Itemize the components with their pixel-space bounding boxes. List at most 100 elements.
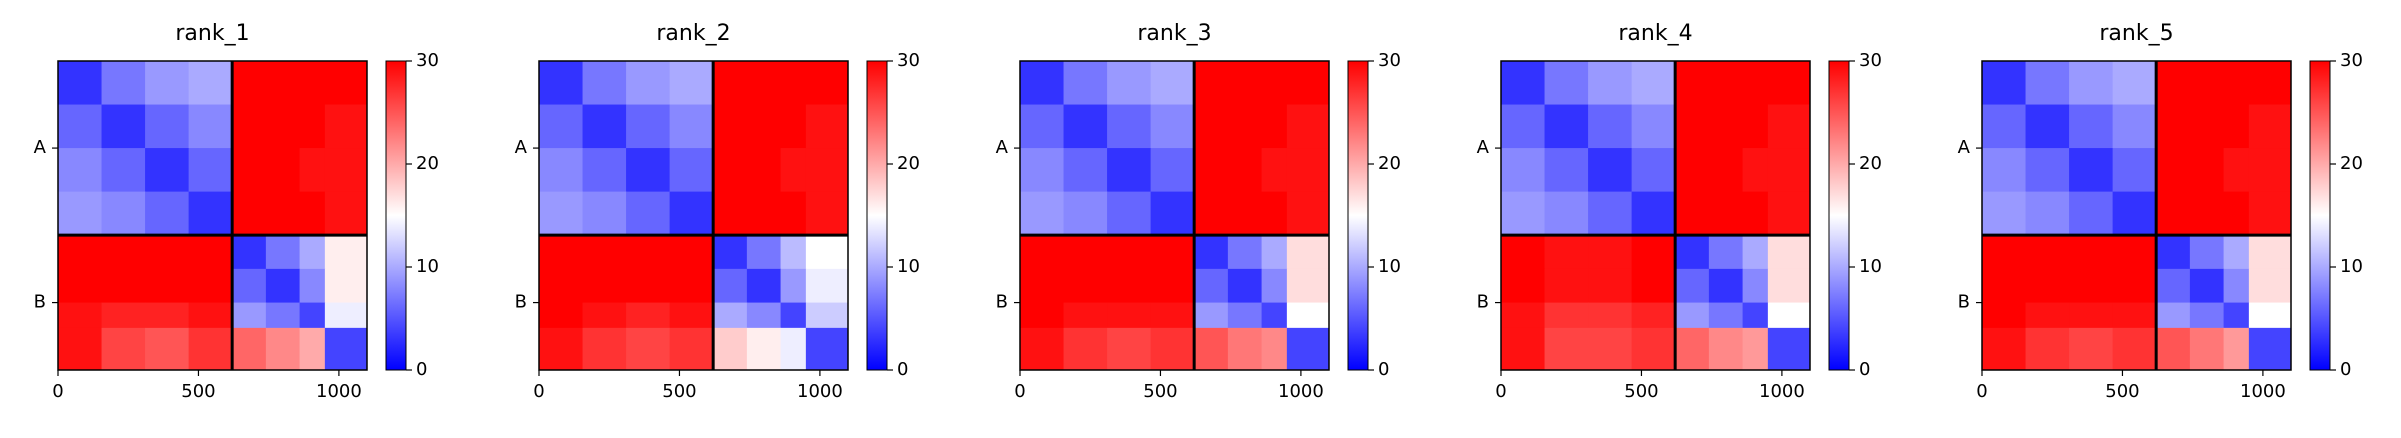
heatmap-cell bbox=[2069, 268, 2114, 304]
heatmap-cell bbox=[1631, 302, 1676, 329]
heatmap-cell bbox=[1588, 235, 1633, 270]
heatmap-cell bbox=[1261, 327, 1288, 371]
heatmap-cell bbox=[1675, 235, 1710, 270]
heatmap-cell bbox=[1150, 302, 1195, 329]
heatmap-cell bbox=[805, 61, 849, 106]
chart-title: rank_4 bbox=[1618, 21, 1692, 46]
heatmap-cell bbox=[1544, 148, 1589, 193]
heatmap-cell bbox=[1675, 148, 1710, 193]
heatmap-cell bbox=[713, 191, 748, 236]
heatmap-cell bbox=[1194, 148, 1229, 193]
colorbar-tick-label: 0 bbox=[416, 359, 427, 380]
colorbar-tick-label: 10 bbox=[1378, 256, 1401, 277]
heatmap-cell bbox=[324, 61, 368, 106]
axes-frame bbox=[1019, 60, 1330, 371]
heatmap-cell bbox=[1631, 148, 1676, 193]
heatmap-cell bbox=[805, 327, 849, 371]
heatmap-cell bbox=[2248, 268, 2292, 304]
heatmap-cell bbox=[582, 148, 627, 193]
heatmap-cell bbox=[539, 104, 584, 149]
heatmap-cell bbox=[626, 61, 671, 106]
heatmap-cell bbox=[713, 268, 748, 304]
y-tick-label: B bbox=[1958, 292, 1970, 313]
heatmap-cell bbox=[1020, 327, 1065, 371]
axes-frame bbox=[1500, 60, 1811, 371]
heatmap-cell bbox=[582, 191, 627, 236]
heatmap-cell bbox=[1150, 104, 1195, 149]
heatmap-cell bbox=[2248, 191, 2292, 236]
heatmap-cell bbox=[1063, 104, 1108, 149]
x-tick-label: 1000 bbox=[2240, 381, 2286, 402]
colorbar-tick-label: 0 bbox=[1378, 359, 1389, 380]
heatmap-cell bbox=[1107, 327, 1152, 371]
heatmap-cell bbox=[1588, 268, 1633, 304]
heatmap-cell bbox=[232, 327, 267, 371]
heatmap-cell bbox=[626, 191, 671, 236]
heatmap-cell bbox=[1063, 235, 1108, 270]
heatmap-cell bbox=[1742, 191, 1769, 236]
heatmap-cell bbox=[1588, 148, 1633, 193]
heatmap-cell bbox=[299, 104, 326, 149]
heatmap-cell bbox=[669, 302, 714, 329]
colorbar-tick-label: 0 bbox=[897, 359, 908, 380]
heatmap-cell bbox=[746, 191, 782, 236]
heatmap-cell bbox=[265, 191, 301, 236]
heatmap-cell bbox=[2112, 268, 2157, 304]
heatmap-cell bbox=[746, 268, 782, 304]
heatmap-cell bbox=[324, 191, 368, 236]
x-tick-label: 500 bbox=[1624, 381, 1658, 402]
heatmap-cell bbox=[232, 148, 267, 193]
heatmap-cell bbox=[324, 148, 368, 193]
heatmap-cell bbox=[1150, 191, 1195, 236]
heatmap-cell bbox=[324, 327, 368, 371]
heatmap-cell bbox=[2248, 104, 2292, 149]
heatmap-cell bbox=[2025, 191, 2070, 236]
heatmap-cell bbox=[1708, 268, 1744, 304]
heatmap-cell bbox=[1675, 61, 1710, 106]
heatmap-cell bbox=[1982, 104, 2027, 149]
heatmap-cell bbox=[1227, 148, 1263, 193]
heatmap-cell bbox=[101, 61, 146, 106]
heatmap-cell bbox=[1982, 327, 2027, 371]
heatmap-cell bbox=[145, 327, 190, 371]
heatmap-cell bbox=[669, 235, 714, 270]
heatmap-cell bbox=[780, 302, 807, 329]
heatmap-cell bbox=[582, 61, 627, 106]
colorbar-tick-label: 20 bbox=[1378, 153, 1401, 174]
heatmap-cell bbox=[2223, 61, 2250, 106]
heatmap-cell bbox=[2069, 191, 2114, 236]
heatmap-cell bbox=[805, 104, 849, 149]
heatmap-cell bbox=[2112, 104, 2157, 149]
heatmap-cell bbox=[1194, 61, 1229, 106]
heatmap-cell bbox=[1501, 148, 1546, 193]
chart-title: rank_5 bbox=[2099, 21, 2173, 46]
heatmap-cell bbox=[1261, 148, 1288, 193]
heatmap-cell bbox=[324, 104, 368, 149]
heatmap-cell bbox=[232, 191, 267, 236]
x-tick-label: 500 bbox=[2105, 381, 2139, 402]
x-tick-label: 0 bbox=[52, 381, 63, 402]
heatmap-cell bbox=[2112, 327, 2157, 371]
x-tick-label: 500 bbox=[1143, 381, 1177, 402]
heatmap-cell bbox=[2112, 61, 2157, 106]
heatmap-cell bbox=[2248, 61, 2292, 106]
heatmap-cell bbox=[626, 235, 671, 270]
y-tick-label: B bbox=[515, 292, 527, 313]
heatmap-cell bbox=[188, 327, 233, 371]
heatmap-cell bbox=[1742, 268, 1769, 304]
heatmap-cell bbox=[101, 327, 146, 371]
heatmap-cell bbox=[1286, 104, 1330, 149]
axes-frame bbox=[538, 60, 849, 371]
heatmap-cell bbox=[2189, 235, 2225, 270]
heatmap-cell bbox=[1631, 268, 1676, 304]
chart-title: rank_1 bbox=[175, 21, 249, 46]
heatmap-cell bbox=[1261, 302, 1288, 329]
heatmap-cell bbox=[746, 302, 782, 329]
heatmap-cell bbox=[1742, 327, 1769, 371]
heatmap-cell bbox=[101, 302, 146, 329]
heatmap-cell bbox=[2112, 302, 2157, 329]
heatmap-cell bbox=[1020, 268, 1065, 304]
heatmap-cell bbox=[1107, 235, 1152, 270]
heatmap-cell bbox=[1150, 327, 1195, 371]
heatmap-cell bbox=[1020, 191, 1065, 236]
